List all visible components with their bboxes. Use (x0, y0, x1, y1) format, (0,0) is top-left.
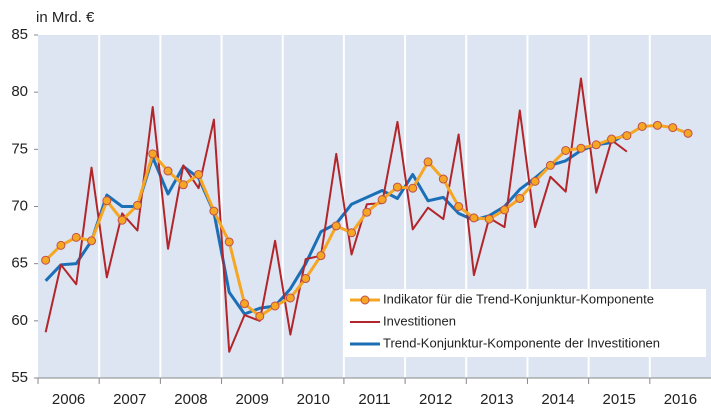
y-tick-label: 70 (11, 197, 28, 214)
y-tick-label: 60 (11, 312, 28, 329)
x-tick-label: 2014 (541, 391, 574, 408)
series-marker (591, 140, 601, 150)
series-marker (377, 195, 387, 205)
series-marker (652, 120, 662, 130)
series-marker (224, 237, 234, 247)
legend-label: Investitionen (383, 313, 456, 328)
series-marker (270, 301, 280, 311)
series-marker (316, 251, 326, 261)
series-marker (239, 299, 249, 309)
series-marker (331, 221, 341, 231)
series-marker (423, 157, 433, 167)
legend-box (344, 289, 706, 357)
series-marker (148, 149, 158, 159)
legend-label: Indikator für die Trend-Konjunktur-Kompo… (383, 291, 654, 306)
series-marker (683, 128, 693, 138)
x-tick-label: 2006 (52, 391, 85, 408)
series-marker (469, 213, 479, 223)
series-marker (454, 202, 464, 211)
series-marker (178, 180, 188, 190)
series-marker (607, 134, 617, 144)
series-marker (347, 228, 357, 238)
series-marker (515, 193, 525, 203)
series-marker (209, 206, 219, 216)
series-marker (668, 123, 678, 133)
x-tick-label: 2010 (297, 391, 330, 408)
series-marker (484, 214, 494, 224)
y-tick-label: 85 (11, 26, 28, 43)
series-marker (392, 182, 402, 192)
y-tick-label: 65 (11, 255, 28, 272)
series-marker (117, 215, 127, 225)
series-marker (408, 183, 418, 193)
legend-label: Trend-Konjunktur-Komponente der Investit… (383, 335, 660, 350)
series-marker (561, 145, 571, 155)
y-tick-label: 80 (11, 83, 28, 100)
series-marker (285, 293, 295, 303)
x-tick-label: 2012 (419, 391, 452, 408)
series-marker (500, 205, 510, 215)
series-marker (163, 166, 173, 176)
series-marker (255, 311, 265, 321)
series-marker (41, 255, 51, 265)
x-tick-label: 2008 (174, 391, 207, 408)
series-marker (530, 176, 540, 186)
series-marker (576, 143, 586, 153)
x-tick-label: 2009 (235, 391, 268, 408)
x-tick-label: 2007 (113, 391, 146, 408)
series-marker (87, 236, 97, 246)
series-marker (362, 207, 372, 217)
series-marker (301, 274, 311, 284)
x-tick-label: 2016 (664, 391, 697, 408)
series-marker (132, 200, 142, 210)
y-tick-label: 55 (11, 369, 28, 386)
x-tick-label: 2015 (603, 391, 636, 408)
series-marker (545, 160, 555, 170)
series-marker (56, 240, 66, 250)
series-marker (71, 232, 81, 242)
series-marker (102, 196, 112, 206)
y-axis-label: in Mrd. € (36, 9, 95, 26)
legend: Indikator für die Trend-Konjunktur-Kompo… (344, 289, 706, 357)
series-marker (622, 131, 632, 141)
series-marker (637, 121, 647, 131)
x-tick-label: 2011 (358, 391, 390, 408)
y-tick-label: 75 (11, 140, 28, 157)
legend-marker (360, 295, 370, 305)
x-tick-label: 2013 (480, 391, 513, 408)
series-marker (194, 169, 204, 179)
series-marker (438, 174, 448, 184)
